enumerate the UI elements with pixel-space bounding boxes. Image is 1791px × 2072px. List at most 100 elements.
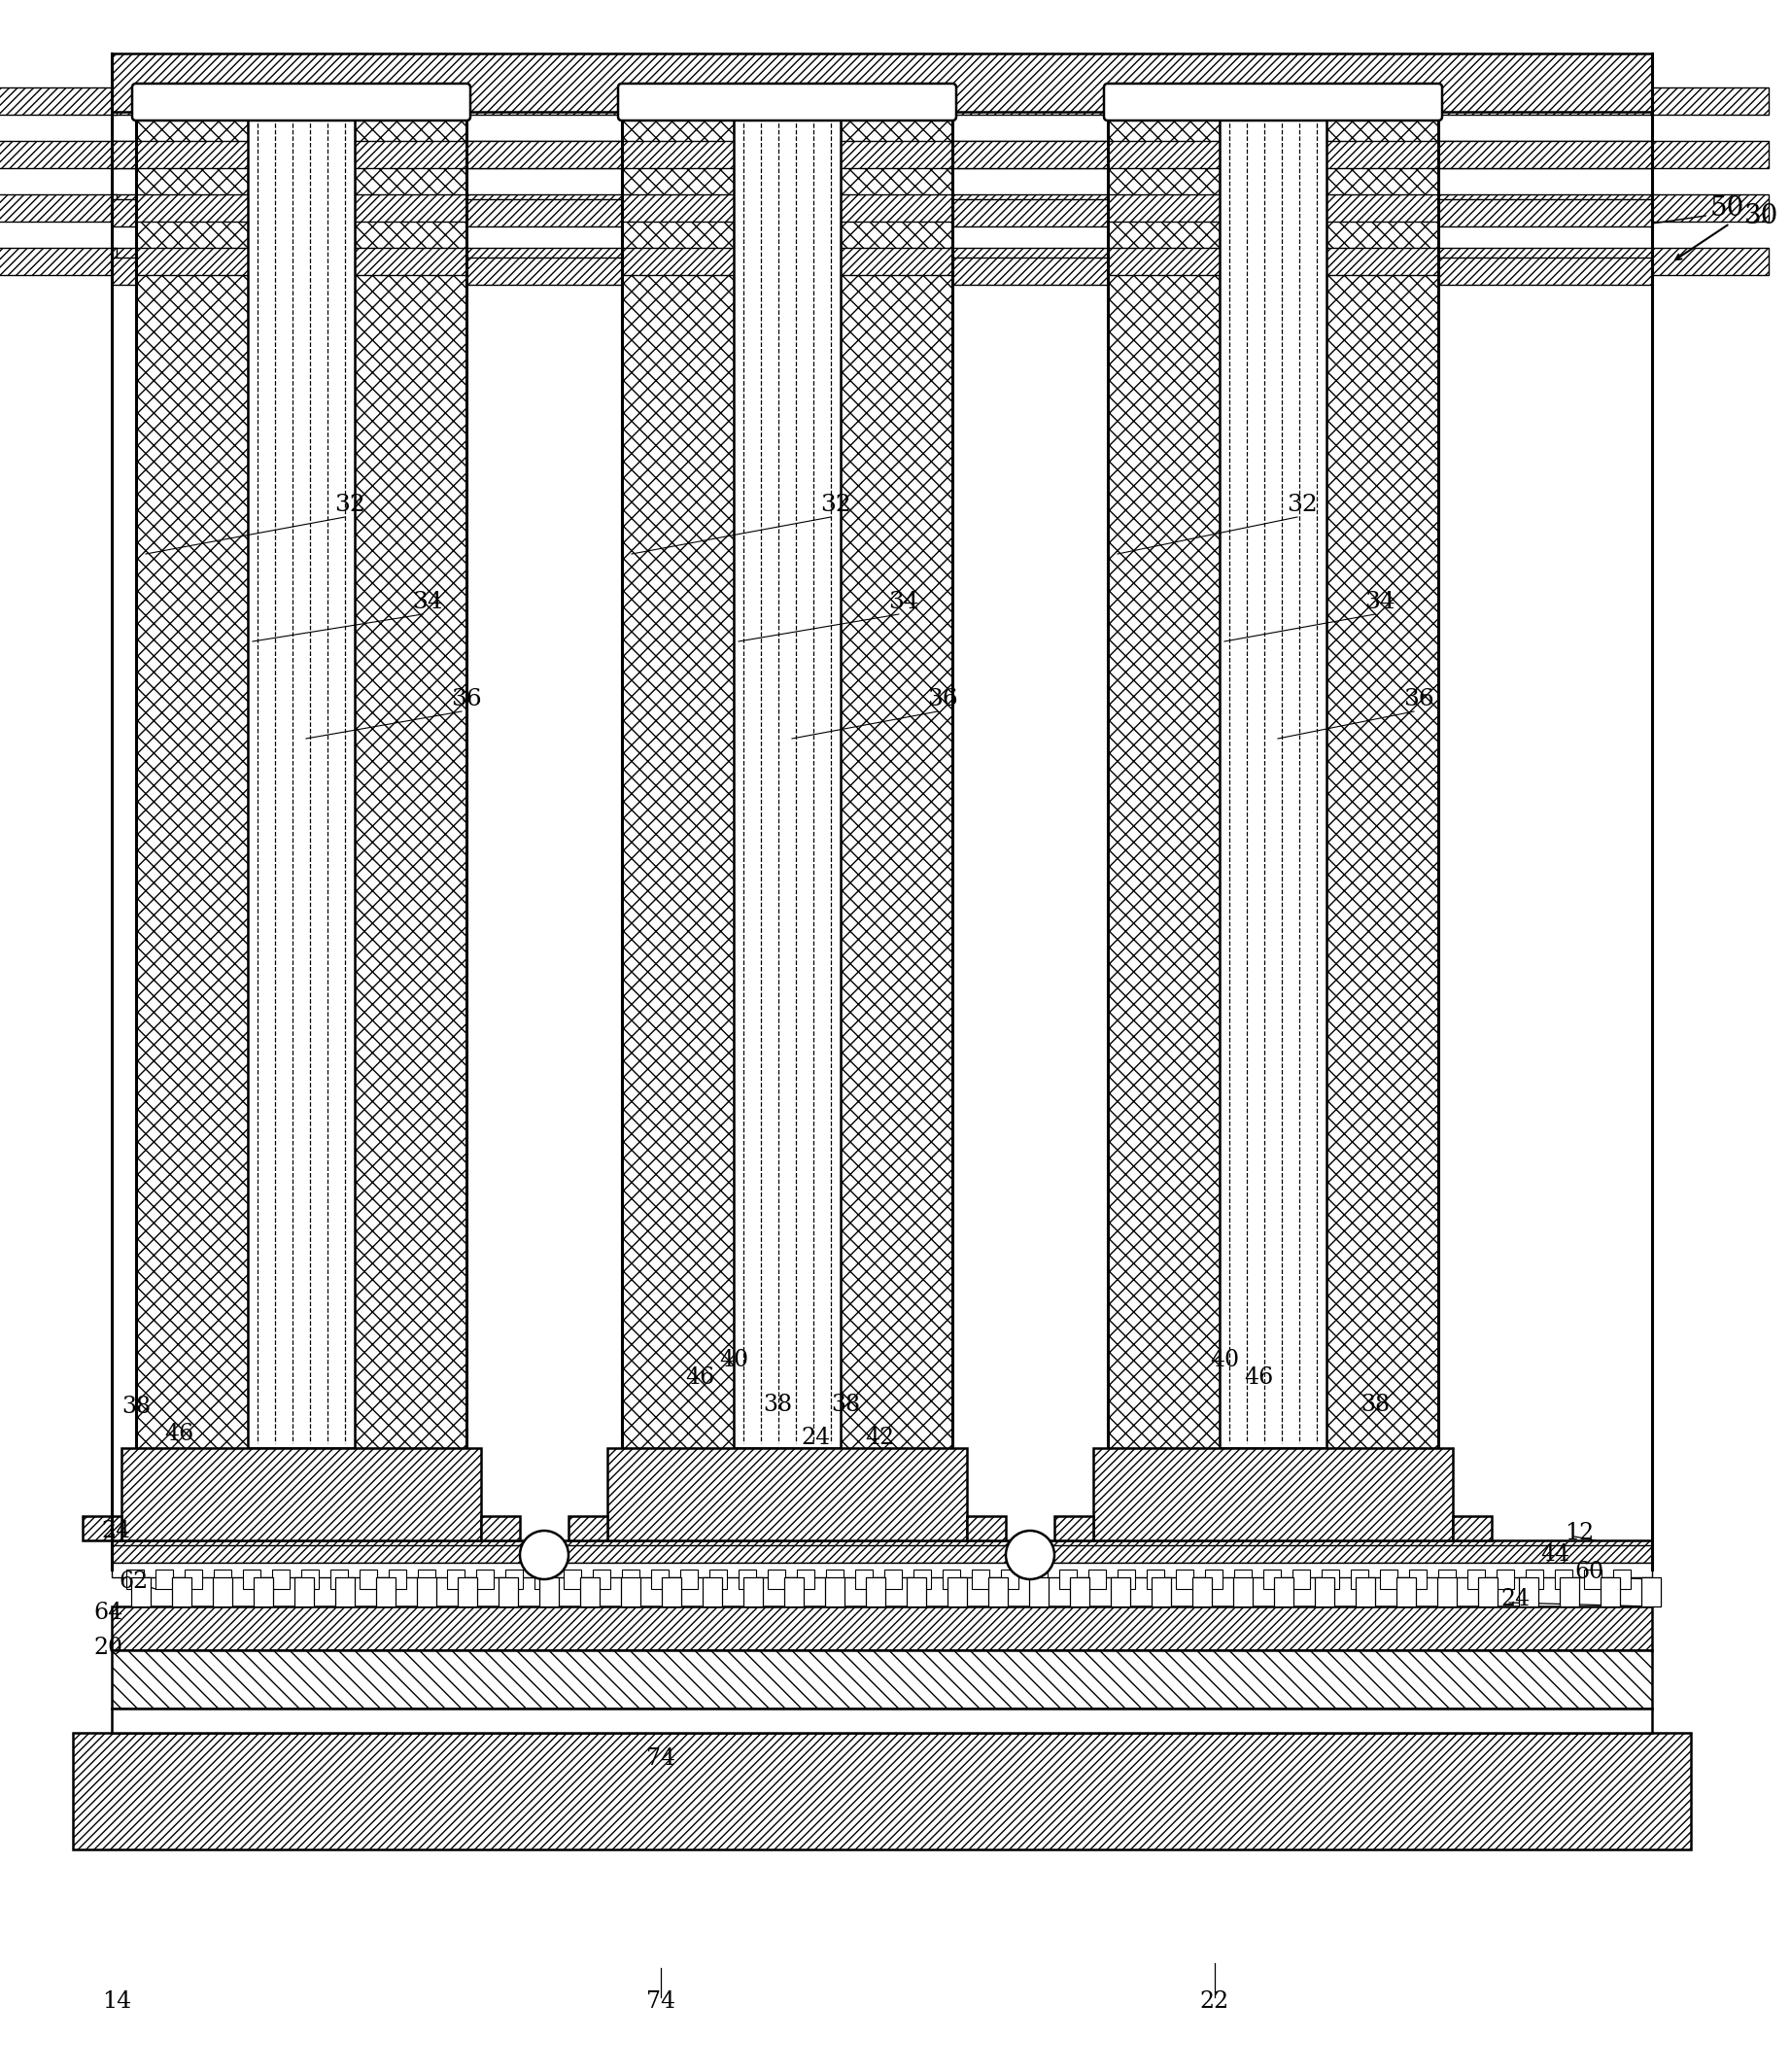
Bar	[244, 1571, 260, 1589]
Text: 14: 14	[102, 1991, 131, 2014]
Text: 38: 38	[831, 1392, 860, 1415]
Bar	[1438, 1571, 1456, 1589]
Bar	[111, 257, 136, 284]
Bar	[131, 1577, 150, 1606]
Text: 32: 32	[820, 495, 851, 516]
Bar	[0, 141, 116, 168]
FancyBboxPatch shape	[618, 83, 956, 120]
Bar	[1438, 141, 1651, 168]
Bar	[111, 87, 1770, 114]
Bar	[330, 1571, 347, 1589]
Bar	[111, 1606, 1651, 1649]
Bar	[505, 1571, 523, 1589]
Bar	[417, 1571, 435, 1589]
Bar	[1410, 1571, 1427, 1589]
Bar	[0, 87, 116, 114]
Bar	[1055, 1517, 1093, 1539]
Bar	[1234, 1571, 1252, 1589]
Bar	[111, 1539, 1651, 1571]
Circle shape	[519, 1531, 568, 1579]
Bar	[1350, 1571, 1368, 1589]
Text: 42: 42	[865, 1428, 894, 1450]
Bar	[247, 112, 355, 1448]
Bar	[127, 1571, 143, 1589]
Bar	[709, 1571, 727, 1589]
Text: 20: 20	[95, 1637, 124, 1658]
Bar	[476, 1571, 494, 1589]
Bar	[1118, 1571, 1135, 1589]
Bar	[1193, 1577, 1213, 1606]
Bar	[797, 1571, 815, 1589]
Bar	[335, 1577, 355, 1606]
Bar	[1601, 1577, 1621, 1606]
Bar	[953, 199, 1109, 226]
Bar	[82, 1517, 122, 1539]
Bar	[826, 1577, 845, 1606]
Bar	[1560, 1577, 1580, 1606]
Bar	[539, 1577, 559, 1606]
Bar	[1177, 1571, 1193, 1589]
Bar	[734, 112, 840, 1448]
Bar	[1273, 1577, 1293, 1606]
Bar	[136, 112, 247, 1448]
Bar	[1327, 112, 1438, 1448]
Bar	[1058, 1571, 1076, 1589]
Bar	[865, 1577, 885, 1606]
Text: 34: 34	[888, 591, 919, 613]
Text: 36: 36	[1404, 688, 1435, 711]
Bar	[1379, 1571, 1397, 1589]
Bar	[607, 1448, 967, 1539]
Bar	[534, 1571, 552, 1589]
Bar	[1293, 1571, 1309, 1589]
Bar	[122, 1448, 482, 1539]
Bar	[564, 1571, 580, 1589]
Bar	[953, 257, 1109, 284]
Bar	[913, 1571, 931, 1589]
Text: 50: 50	[1710, 197, 1744, 222]
Text: 32: 32	[1286, 495, 1318, 516]
Bar	[254, 1577, 272, 1606]
Bar	[389, 1571, 407, 1589]
Bar	[1322, 1571, 1340, 1589]
Bar	[1478, 1577, 1497, 1606]
Bar	[1614, 1571, 1630, 1589]
FancyBboxPatch shape	[1103, 83, 1442, 120]
Bar	[172, 1577, 192, 1606]
Bar	[580, 1577, 600, 1606]
Bar	[1030, 1577, 1048, 1606]
Bar	[111, 199, 136, 226]
Bar	[111, 1562, 1651, 1577]
Text: 62: 62	[120, 1571, 149, 1593]
Bar	[0, 249, 116, 276]
Text: 46: 46	[1243, 1368, 1273, 1388]
Bar	[1519, 1577, 1538, 1606]
Text: 38: 38	[763, 1392, 792, 1415]
Bar	[272, 1571, 290, 1589]
Bar	[885, 1571, 903, 1589]
Bar	[1093, 1448, 1453, 1539]
Bar	[953, 141, 1109, 168]
Text: 60: 60	[1574, 1562, 1603, 1583]
Bar	[942, 1571, 960, 1589]
Bar	[702, 1577, 722, 1606]
Bar	[1315, 1577, 1334, 1606]
Bar	[768, 1571, 784, 1589]
Bar	[111, 141, 136, 168]
Bar	[294, 1577, 313, 1606]
Bar	[111, 195, 1770, 222]
Bar	[826, 1571, 844, 1589]
Bar	[1453, 1517, 1492, 1539]
Bar	[1001, 1571, 1019, 1589]
Bar	[1397, 1577, 1417, 1606]
Bar	[947, 1577, 967, 1606]
Text: 46: 46	[165, 1421, 195, 1444]
Text: 12: 12	[1565, 1521, 1594, 1544]
Bar	[1205, 1571, 1223, 1589]
Bar	[681, 1571, 698, 1589]
Bar	[417, 1577, 437, 1606]
Bar	[1526, 1571, 1544, 1589]
Bar	[482, 1517, 519, 1539]
Text: 30: 30	[1744, 203, 1778, 228]
Bar	[458, 1577, 476, 1606]
Text: 36: 36	[451, 688, 482, 711]
